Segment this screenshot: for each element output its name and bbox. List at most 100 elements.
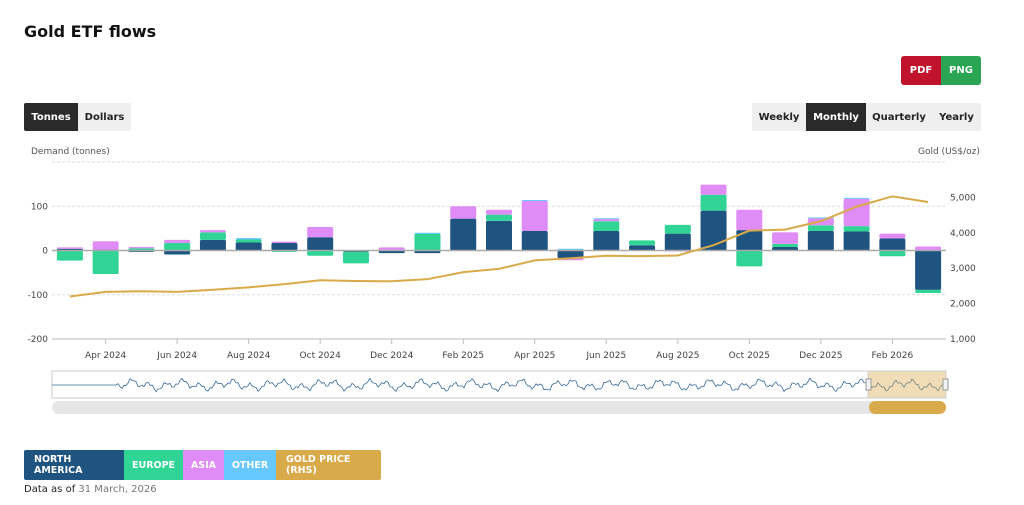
bar-north-america bbox=[164, 250, 191, 255]
x-tick-label: Jun 2025 bbox=[585, 351, 626, 361]
bar-asia bbox=[378, 247, 405, 251]
y2-tick-label: 4,000 bbox=[950, 229, 976, 239]
tab-weekly[interactable]: Weekly bbox=[758, 111, 800, 123]
bar-europe bbox=[700, 194, 727, 211]
legend-asia[interactable]: ASIA bbox=[183, 450, 224, 480]
bar-asia bbox=[915, 246, 942, 251]
bar-other bbox=[414, 232, 441, 234]
bar-north-america bbox=[807, 231, 834, 251]
export-buttons: PDF PNG bbox=[901, 56, 981, 85]
bar-europe bbox=[56, 250, 83, 261]
bar-europe bbox=[307, 250, 334, 256]
bar-north-america bbox=[879, 238, 906, 251]
bar-asia bbox=[879, 233, 906, 239]
bar-other bbox=[843, 197, 870, 199]
y2-tick-label: 3,000 bbox=[950, 264, 976, 274]
bar-north-america bbox=[772, 246, 799, 251]
bar-europe bbox=[92, 250, 119, 274]
as-of-date: 31 March, 2026 bbox=[78, 484, 157, 495]
navigator-handle-left[interactable] bbox=[865, 378, 872, 391]
export-pdf-button[interactable]: PDF bbox=[901, 56, 941, 85]
y-tick-label: -100 bbox=[28, 291, 49, 301]
unit-toggle: Tonnes Dollars bbox=[24, 103, 131, 131]
bar-europe bbox=[664, 224, 691, 234]
bar-asia bbox=[843, 198, 870, 227]
navigator bbox=[51, 370, 947, 399]
bar-asia bbox=[700, 184, 727, 195]
bar-asia bbox=[128, 246, 155, 249]
tab-quarterly[interactable]: Quarterly bbox=[872, 111, 926, 123]
bar-europe bbox=[807, 225, 834, 232]
tab-dollars[interactable]: Dollars bbox=[84, 111, 125, 123]
bar-north-america bbox=[271, 242, 298, 251]
bar-europe bbox=[593, 221, 620, 232]
bar-asia bbox=[271, 241, 298, 243]
legend-gold-price[interactable]: GOLD PRICE (RHS) bbox=[276, 450, 381, 480]
bar-north-america bbox=[557, 250, 584, 259]
as-of-label: Data as of bbox=[24, 484, 76, 495]
x-tick-label: Dec 2024 bbox=[370, 351, 413, 361]
bar-asia bbox=[164, 239, 191, 243]
y2-tick-label: 1,000 bbox=[950, 335, 976, 345]
navigator-handle-right[interactable] bbox=[942, 378, 949, 391]
scrollbar-track bbox=[52, 401, 946, 414]
page-title: Gold ETF flows bbox=[24, 22, 157, 41]
bar-north-america bbox=[486, 220, 512, 251]
tab-tonnes[interactable]: Tonnes bbox=[24, 103, 78, 131]
x-tick-label: Apr 2024 bbox=[85, 351, 127, 361]
bar-europe bbox=[486, 214, 512, 221]
scrollbar-thumb[interactable] bbox=[869, 401, 946, 414]
data-as-of: Data as of 31 March, 2026 bbox=[24, 484, 157, 495]
x-tick-label: Aug 2025 bbox=[656, 351, 699, 361]
bar-asia bbox=[736, 209, 763, 231]
bar-north-america bbox=[199, 239, 226, 251]
period-toggle: Weekly Monthly Quarterly Yearly bbox=[752, 103, 981, 131]
x-tick-label: Feb 2025 bbox=[442, 351, 484, 361]
bar-asia bbox=[521, 200, 548, 232]
legend: NORTH AMERICA EUROPE ASIA OTHER GOLD PRI… bbox=[24, 450, 381, 480]
bar-north-america bbox=[521, 231, 548, 251]
bar-other bbox=[557, 248, 584, 250]
export-png-button[interactable]: PNG bbox=[941, 56, 981, 85]
navigator-selection[interactable] bbox=[867, 370, 947, 399]
right-axis-title: Gold (US$/oz) bbox=[918, 147, 980, 157]
bar-europe bbox=[629, 240, 656, 246]
bar-asia bbox=[56, 247, 83, 249]
y-tick-label: 0 bbox=[42, 247, 48, 257]
legend-north-america[interactable]: NORTH AMERICA bbox=[24, 450, 124, 480]
bar-north-america bbox=[664, 233, 691, 251]
bar-north-america bbox=[307, 237, 334, 251]
bar-other bbox=[521, 200, 548, 202]
x-tick-label: Jun 2024 bbox=[156, 351, 197, 361]
bar-north-america bbox=[629, 245, 656, 251]
bar-europe bbox=[164, 242, 191, 251]
bar-asia bbox=[486, 209, 512, 215]
bar-asia bbox=[92, 241, 119, 250]
bar-europe bbox=[414, 233, 441, 251]
bar-north-america bbox=[593, 231, 620, 251]
tab-yearly[interactable]: Yearly bbox=[939, 111, 974, 123]
y-tick-label: -200 bbox=[28, 335, 49, 345]
tab-monthly[interactable]: Monthly bbox=[806, 103, 866, 131]
bar-europe bbox=[843, 226, 870, 232]
x-tick-label: Aug 2024 bbox=[227, 351, 271, 361]
y2-tick-label: 2,000 bbox=[950, 300, 976, 310]
bar-europe bbox=[736, 250, 763, 267]
bar-europe bbox=[342, 251, 369, 264]
bar-europe bbox=[915, 289, 942, 293]
bar-europe bbox=[235, 239, 262, 243]
x-tick-label: Oct 2025 bbox=[729, 351, 770, 361]
y2-tick-label: 5,000 bbox=[950, 193, 976, 203]
legend-europe[interactable]: EUROPE bbox=[124, 450, 183, 480]
bar-asia bbox=[307, 227, 334, 238]
gold-price-line bbox=[69, 195, 929, 298]
bar-asia bbox=[450, 206, 477, 219]
bar-north-america bbox=[700, 210, 727, 251]
bar-europe bbox=[199, 232, 226, 240]
bar-europe bbox=[879, 250, 906, 257]
bar-north-america bbox=[235, 242, 262, 251]
legend-other[interactable]: OTHER bbox=[224, 450, 276, 480]
left-axis-title: Demand (tonnes) bbox=[31, 147, 110, 157]
bar-europe bbox=[772, 243, 799, 247]
